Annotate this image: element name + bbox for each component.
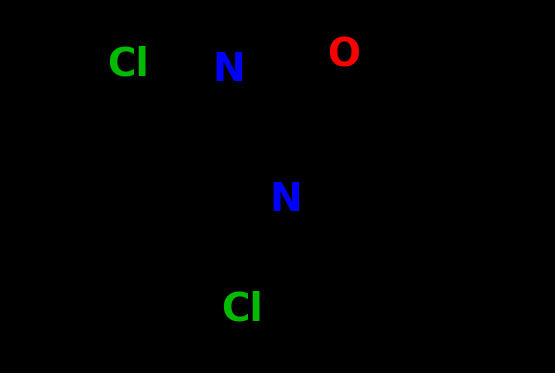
Text: N: N: [270, 181, 302, 219]
Text: N: N: [213, 51, 245, 89]
Text: Cl: Cl: [107, 46, 149, 84]
Text: Cl: Cl: [221, 291, 263, 329]
Text: O: O: [327, 36, 360, 74]
